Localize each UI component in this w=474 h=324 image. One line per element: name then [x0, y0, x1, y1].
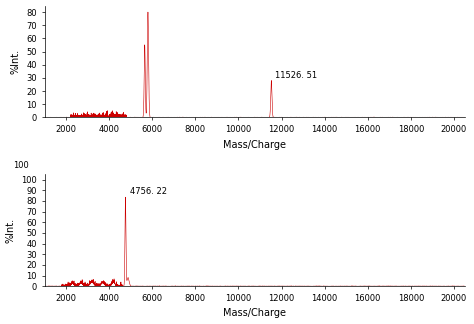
- X-axis label: Mass/Charge: Mass/Charge: [223, 140, 286, 150]
- Y-axis label: %Int.: %Int.: [6, 218, 16, 243]
- Text: 4756. 22: 4756. 22: [129, 187, 167, 195]
- X-axis label: Mass/Charge: Mass/Charge: [223, 308, 286, 318]
- Text: 11526. 51: 11526. 51: [275, 71, 317, 80]
- Y-axis label: %Int.: %Int.: [11, 49, 21, 74]
- Text: 100: 100: [14, 161, 29, 170]
